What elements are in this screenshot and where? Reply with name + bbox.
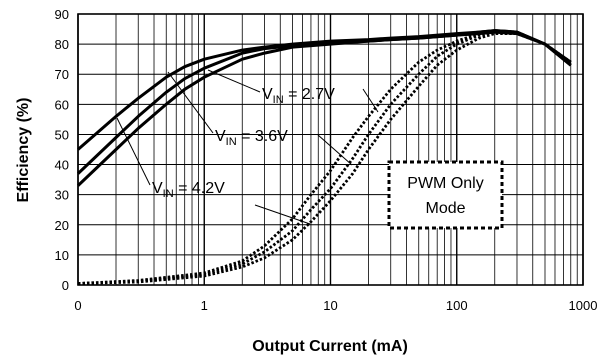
y-tick-label: 20 [55, 218, 69, 233]
x-axis-title: Output Current (mA) [252, 338, 408, 355]
x-tick-label: 1000 [569, 298, 598, 313]
x-tick-label: 1 [201, 298, 208, 313]
y-tick-label: 50 [55, 127, 69, 142]
y-axis-title: Efficiency (%) [15, 98, 32, 203]
y-tick-label: 40 [55, 158, 69, 173]
y-tick-labels: 0 10 20 30 40 50 60 70 80 90 [55, 7, 69, 293]
y-tick-label: 10 [55, 248, 69, 263]
y-tick-label: 0 [62, 278, 69, 293]
vin-annotation-3: VIN = 4.2V [152, 180, 225, 200]
series-3-pfm-curve [76, 30, 572, 187]
grid-lines [77, 13, 584, 286]
pwm-box-border [387, 160, 504, 230]
x-tick-label: 0 [74, 298, 81, 313]
leader-line [167, 71, 214, 134]
vin-annotation-1: VIN = 2.7V [262, 86, 335, 106]
y-tick-label: 80 [55, 37, 69, 52]
pwm-box-line-1: PWM Only [407, 175, 483, 192]
y-tick-label: 30 [55, 188, 69, 203]
x-tick-labels: 0 1 10 100 1000 [74, 298, 597, 313]
leader-line [362, 88, 379, 113]
y-tick-label: 70 [55, 67, 69, 82]
series-4-pwm-curve [77, 29, 572, 285]
leader-line [116, 117, 151, 186]
leader-line [254, 204, 311, 225]
leader-line [317, 134, 353, 166]
vin-annotation-2: VIN = 3.6V [215, 128, 288, 148]
vin-annotations: VIN = 2.7V VIN = 3.6V VIN = 4.2V [152, 86, 335, 200]
x-tick-label: 100 [446, 298, 468, 313]
pwm-box-line-2: Mode [425, 200, 465, 217]
y-tick-label: 90 [55, 7, 69, 22]
efficiency-curves [76, 29, 572, 285]
leader-line [207, 69, 261, 93]
pwm-only-mode-box: PWM Only Mode [387, 160, 504, 230]
y-tick-label: 60 [55, 97, 69, 112]
x-tick-label: 10 [323, 298, 337, 313]
annotation-leader-lines [116, 69, 379, 225]
